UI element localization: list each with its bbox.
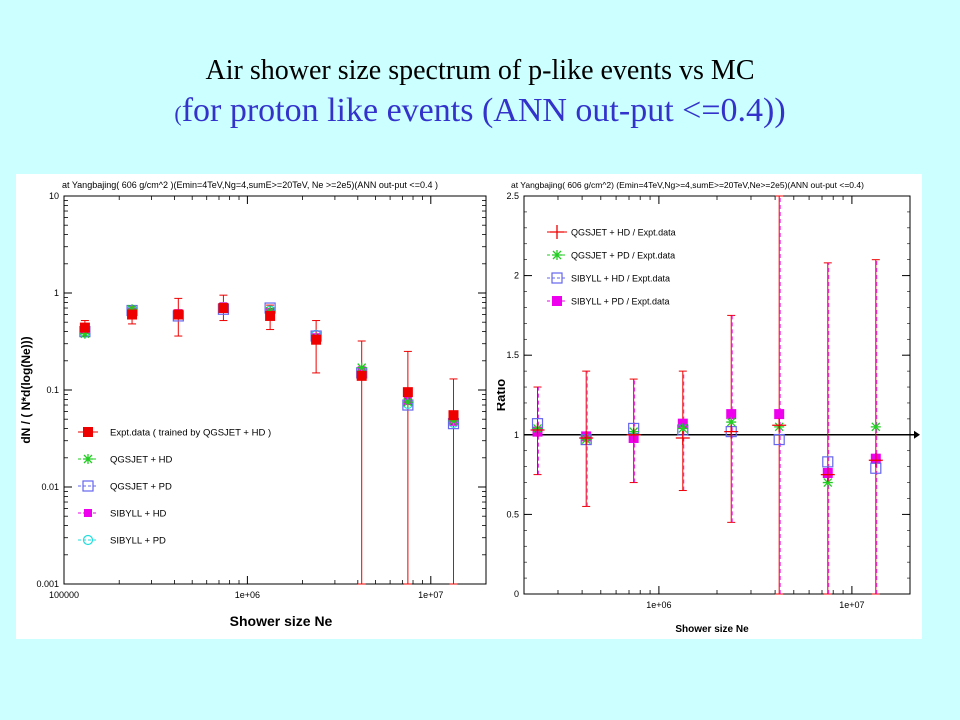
data-point (724, 424, 739, 439)
data-point (265, 310, 276, 321)
legend-label: QGSJET + PD (110, 482, 172, 493)
y-tick-label: 1 (514, 430, 519, 440)
subtitle-paren: ( (174, 101, 182, 126)
data-point (127, 304, 138, 315)
ratio-chart-panel: at Yangbajing( 606 g/cm^2) (Emin=4TeV,Ng… (497, 174, 922, 639)
plot-frame (63, 195, 487, 585)
data-point (726, 409, 737, 420)
legend-marker (84, 509, 92, 517)
chart-title: at Yangbajing( 606 g/cm^2 )(Emin=4TeV,Ng… (62, 180, 438, 190)
data-point (356, 362, 367, 373)
series-2 (79, 302, 460, 430)
legend-label: QGSJET + PD / Expt.data (571, 251, 675, 261)
y-tick-label: 10 (49, 191, 59, 201)
legend-marker (83, 454, 93, 464)
series-4 (79, 302, 459, 428)
legend-label: SIBYLL + PD (110, 536, 166, 547)
legend-marker (552, 250, 562, 260)
legend-marker (551, 272, 563, 284)
ratio-chart: at Yangbajing( 606 g/cm^2) (Emin=4TeV,Ng… (497, 180, 920, 635)
x-tick-label: 1e+07 (839, 600, 864, 610)
y-tick-label: 2 (514, 271, 519, 281)
legend-label: QGSJET + HD / Expt.data (571, 228, 676, 238)
y-tick-label: 0.1 (46, 385, 59, 395)
series-0 (79, 303, 459, 421)
legend-marker (82, 480, 94, 492)
y-tick-label: 0 (514, 589, 519, 599)
series-0 (530, 418, 883, 482)
data-point (402, 387, 413, 398)
data-point (448, 410, 459, 421)
x-tick-label: 100000 (49, 590, 79, 600)
y-axis-label: dN / ( N*d(log(Ne))) (19, 336, 33, 443)
y-tick-label: 2.5 (506, 191, 519, 201)
data-point (448, 415, 459, 426)
x-tick-label: 1e+06 (646, 600, 671, 610)
data-point (173, 309, 184, 320)
subtitle-text: for proton like events (ANN out-put <=0.… (181, 92, 786, 129)
data-point (820, 467, 835, 482)
data-point (218, 303, 229, 314)
x-tick-label: 1e+07 (418, 590, 443, 600)
data-point (870, 421, 881, 432)
data-point (579, 430, 594, 445)
data-point (79, 328, 90, 339)
data-point (402, 397, 413, 408)
legend-marker (83, 427, 93, 437)
legend-label: QGSJET + HD (110, 455, 173, 466)
data-point (311, 334, 322, 345)
legend-marker (550, 225, 564, 239)
data-point (356, 370, 367, 381)
data-point (822, 477, 833, 488)
legend-marker (552, 296, 562, 306)
data-point (774, 409, 785, 420)
spectrum-chart: at Yangbajing( 606 g/cm^2 )(Emin=4TeV,Ng… (19, 180, 487, 629)
legend-label: SIBYLL + HD (110, 509, 167, 520)
x-axis-label: Shower size Ne (230, 613, 333, 629)
spectrum-chart-panel: at Yangbajing( 606 g/cm^2 )(Emin=4TeV,Ng… (16, 174, 506, 639)
data-point (79, 322, 90, 333)
legend-marker (82, 534, 94, 546)
y-tick-label: 1 (54, 288, 59, 298)
slide-subtitle: (for proton like events (ANN out-put <=0… (0, 92, 960, 130)
y-tick-label: 0.01 (41, 482, 59, 492)
legend: Expt.data ( trained by QGSJET + HD ) QGSJ… (78, 427, 271, 547)
data-point (127, 309, 138, 320)
data-point (868, 453, 883, 468)
chart-title: at Yangbajing( 606 g/cm^2) (Emin=4TeV,Ng… (511, 180, 864, 190)
data-point (726, 417, 737, 428)
data-point (822, 456, 834, 468)
legend-label: SIBYLL + HD / Expt.data (571, 274, 670, 284)
legend: QGSJET + HD / Expt.data QGSJET + PD / Exp… (547, 225, 676, 307)
y-tick-label: 0.5 (506, 509, 519, 519)
y-axis-label: Ratio (497, 379, 508, 412)
x-axis-label: Shower size Ne (675, 624, 749, 635)
reference-arrow (914, 430, 920, 439)
data-point (677, 423, 688, 434)
slide-title: Air shower size spectrum of p-like event… (205, 55, 755, 86)
legend-label: SIBYLL + PD / Expt.data (571, 297, 669, 307)
data-point (773, 433, 785, 446)
data-point (675, 430, 690, 445)
y-tick-label: 1.5 (506, 350, 519, 360)
data-point (626, 427, 641, 442)
x-tick-label: 1e+06 (235, 590, 260, 600)
legend-label: Expt.data ( trained by QGSJET + HD ) (110, 428, 271, 439)
data-point (530, 423, 545, 438)
data-point (772, 418, 787, 433)
y-tick-label: 0.001 (36, 579, 59, 589)
